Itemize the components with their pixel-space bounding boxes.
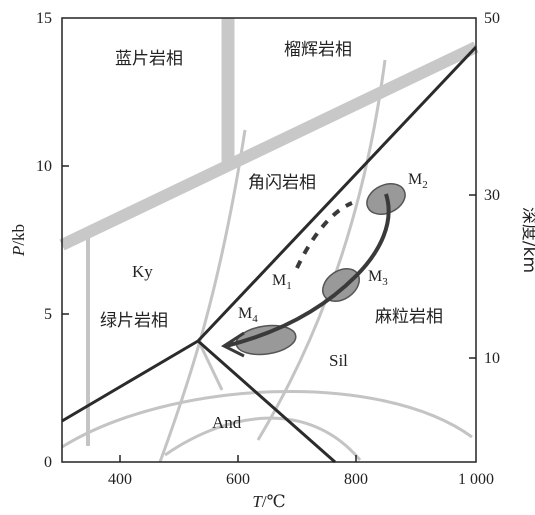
isograd-arc-inner [164, 416, 362, 461]
m1-dashed-path [295, 201, 353, 269]
mineral-label-sillimanite: Sil [329, 351, 348, 370]
y-right-tick-label: 10 [484, 350, 500, 367]
facies-label-granulite: 麻粒岩相 [375, 307, 443, 327]
facies-label-amphibolite: 角闪岩相 [248, 173, 316, 193]
isograd-arc-outer [61, 389, 473, 449]
ky-and-boundary [61, 339, 199, 423]
isograd-curve-left [158, 129, 247, 463]
y-left-tick-label: 0 [44, 454, 52, 471]
facies-label-eclogite: 榴辉岩相 [284, 40, 352, 60]
y-left-axis-label: P/kb [9, 224, 28, 257]
x-tick-label: 1 000 [458, 471, 494, 488]
stage-label-m3: M3 [368, 268, 388, 288]
stage-label-m2: M2 [408, 171, 428, 191]
x-axis-label: T/℃ [252, 492, 285, 511]
stage-label-m1: M1 [272, 272, 292, 292]
facies-label-blueschist: 蓝片岩相 [115, 49, 183, 69]
y-left-tick-label: 15 [36, 10, 52, 27]
y-left-tick-label: 10 [36, 158, 52, 175]
greenschist-lower-line [198, 343, 224, 391]
x-tick-label: 800 [344, 471, 368, 488]
x-tick-label: 400 [108, 471, 132, 488]
y-right-tick-label: 50 [484, 10, 500, 27]
blueschist-eclogite-band [59, 41, 479, 251]
and-sil-boundary [197, 339, 336, 464]
x-tick-label: 600 [226, 471, 250, 488]
y-left-tick-label: 5 [44, 306, 52, 323]
plot-frame [61, 17, 477, 463]
axis-ticks [62, 165, 476, 462]
y-right-tick-label: 30 [484, 187, 500, 204]
stage-label-m4: M4 [238, 305, 258, 325]
ky-sil-boundary [196, 45, 478, 343]
path-arrowhead [220, 331, 245, 358]
y-right-axis-label: 深度/km [519, 207, 535, 273]
retrograde-path [225, 193, 391, 348]
facies-label-greenschist: 绿片岩相 [100, 311, 168, 331]
mineral-label-andalusite: And [212, 413, 242, 432]
mineral-label-kyanite: Ky [132, 262, 153, 281]
